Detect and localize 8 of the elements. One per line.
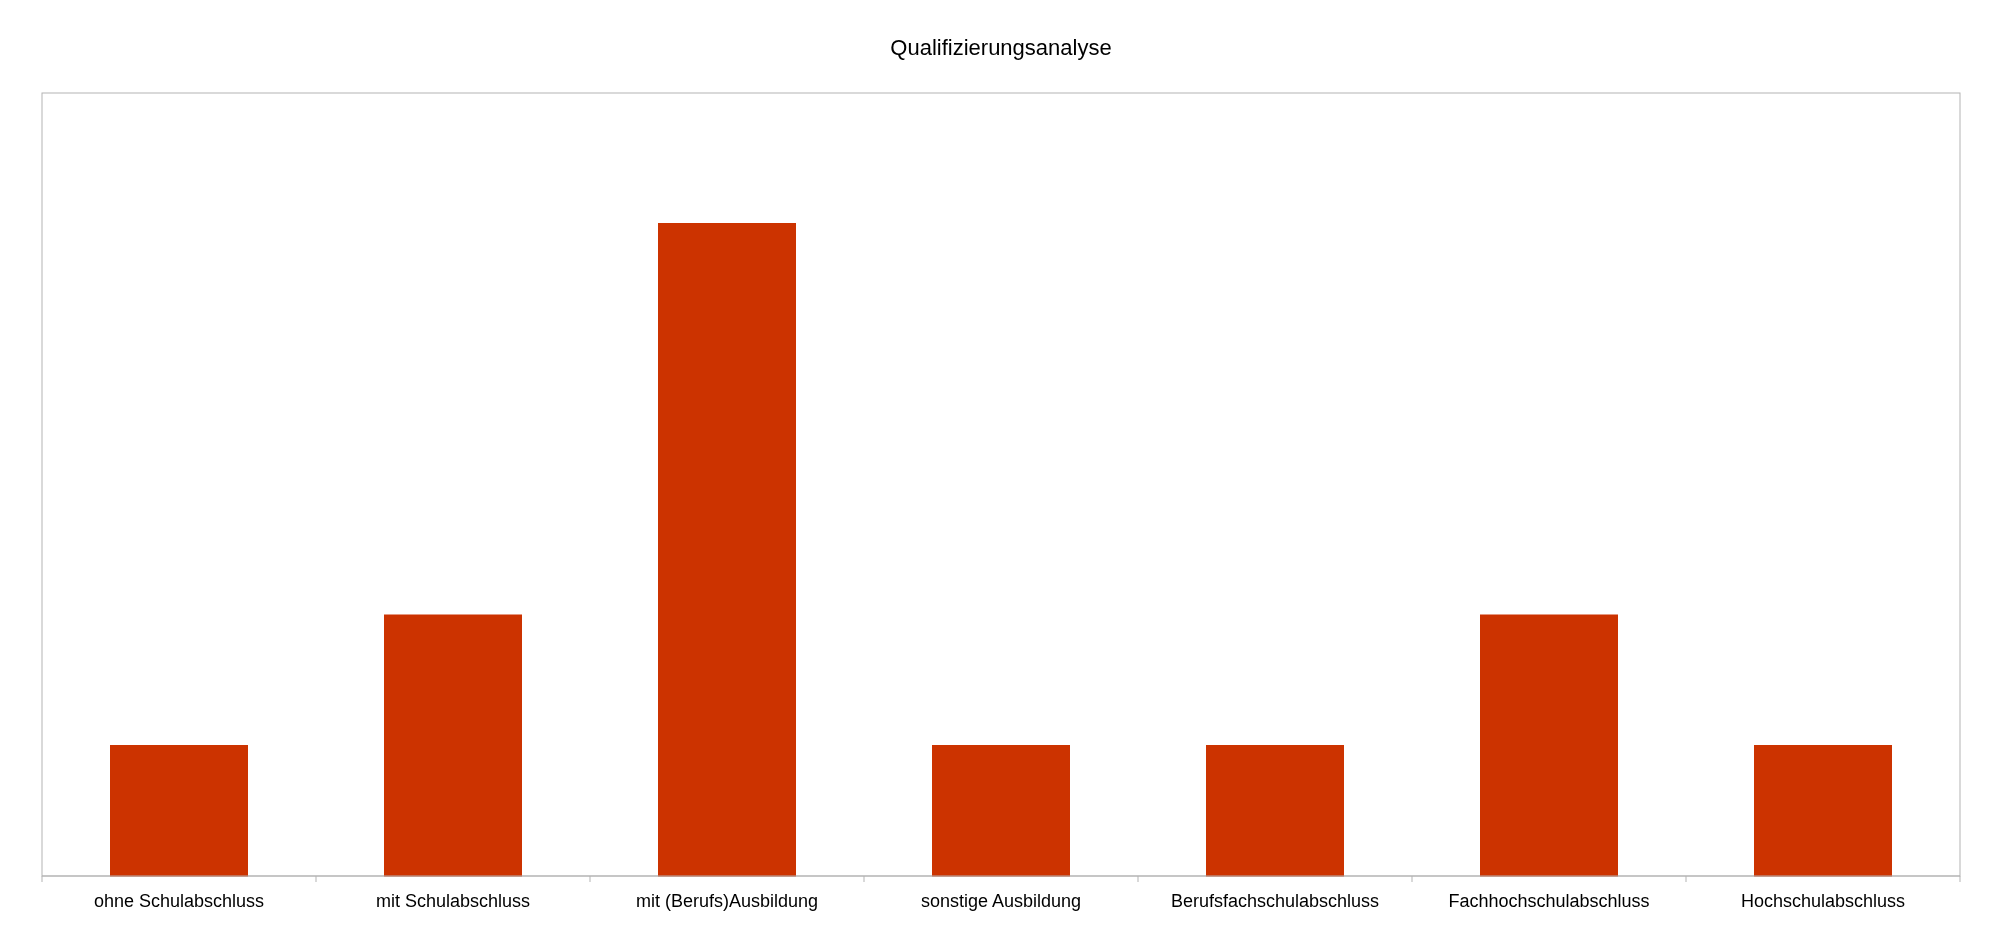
x-tick-label: Fachhochschulabschluss [1448, 891, 1650, 911]
x-tick-label: mit Schulabschluss [375, 891, 531, 911]
chart-title: Qualifizierungsanalyse [890, 35, 1112, 60]
x-tick-label: Berufsfachschulabschluss [1170, 891, 1380, 911]
x-tick-label: ohne Schulabschluss [93, 891, 265, 911]
x-tick-label: sonstige Ausbildung [920, 891, 1082, 911]
x-tick-label: Hochschulabschluss [1740, 891, 1906, 911]
x-tick-label: mit (Berufs)Ausbildung [635, 891, 819, 911]
